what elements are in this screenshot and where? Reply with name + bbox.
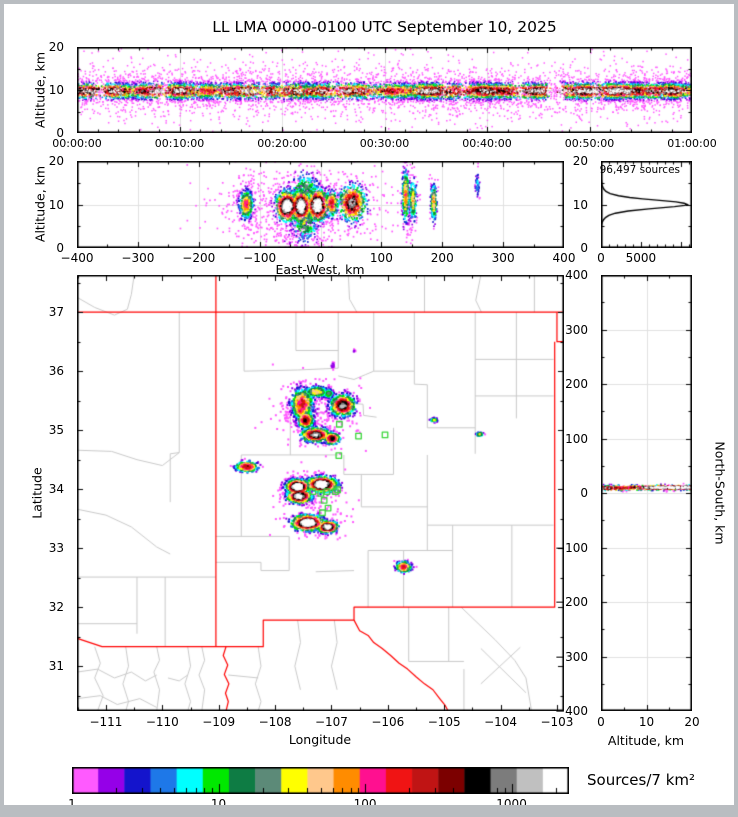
time-y-tick-label: 20 xyxy=(48,40,64,54)
time-altitude-panel xyxy=(77,47,692,133)
map-x-tick-label: −110 xyxy=(145,715,179,729)
ns-y-tick-label: −400 xyxy=(555,704,588,718)
colorbar-tick-label: 10 xyxy=(210,797,227,811)
hist-y-tick-label: 20 xyxy=(572,154,588,168)
ns-x-tick-label: 0 xyxy=(597,715,605,729)
map-y-tick-label: 33 xyxy=(48,541,64,556)
ns-x-axis-label: Altitude, km xyxy=(607,733,685,748)
colorbar-tick-label: 100 xyxy=(353,797,377,811)
hist-x-tick-label: 0 xyxy=(597,251,605,265)
time-y-axis-label: Altitude, km xyxy=(32,51,48,129)
hist-y-tick-label: 0 xyxy=(580,241,588,255)
time-x-tick-label: 00:20:00 xyxy=(257,137,307,150)
ew-x-tick-label: −100 xyxy=(243,251,277,265)
map-y-tick-label: 32 xyxy=(48,600,64,615)
ew-x-axis-label: East-West, km xyxy=(275,262,365,277)
map-x-tick-label: −105 xyxy=(427,715,461,729)
time-x-tick-label: 00:00:00 xyxy=(52,137,102,150)
colorbar-tick-label: 1000 xyxy=(496,797,527,811)
ew-y-axis-label: Altitude, km xyxy=(32,165,48,243)
map-x-tick-label: −109 xyxy=(202,715,236,729)
time-x-tick-label: 01:00:00 xyxy=(667,137,717,150)
ew-x-tick-label: 200 xyxy=(430,251,454,265)
map-y-tick-label: 37 xyxy=(48,305,64,320)
ns-x-tick-label: 20 xyxy=(684,715,700,729)
map-y-axis-label: Latitude xyxy=(29,467,45,519)
map-y-tick-label: 31 xyxy=(48,659,64,674)
ns-x-tick-label: 10 xyxy=(638,715,655,729)
ns-y-tick-label: 300 xyxy=(565,322,588,337)
ns-y-tick-label: 100 xyxy=(565,431,588,446)
colorbar xyxy=(72,767,569,794)
east-west-altitude-panel xyxy=(77,161,564,248)
plan-view-map-panel xyxy=(77,275,564,711)
north-south-altitude-panel xyxy=(601,275,692,711)
time-x-tick-label: 00:40:00 xyxy=(462,137,512,150)
altitude-histogram-panel xyxy=(601,161,692,248)
map-x-tick-label: −107 xyxy=(314,715,348,729)
source-count-annotation: 96,497 sources xyxy=(599,164,680,176)
map-x-axis-label: Longitude xyxy=(288,732,352,747)
ew-x-tick-label: 100 xyxy=(369,251,393,265)
ns-y-tick-label: 0 xyxy=(580,486,588,500)
ns-y-tick-label: −100 xyxy=(555,540,588,555)
map-x-tick-label: −104 xyxy=(484,715,518,729)
page-title: LL LMA 0000-0100 UTC September 10, 2025 xyxy=(212,18,557,36)
ew-x-tick-label: 400 xyxy=(552,251,576,265)
hist-y-tick-label: 10 xyxy=(572,197,588,212)
map-x-tick-label: −103 xyxy=(540,715,574,729)
time-x-tick-label: 00:10:00 xyxy=(154,137,205,150)
map-y-tick-label: 36 xyxy=(48,364,64,379)
ew-x-tick-label: 300 xyxy=(491,251,515,265)
ns-y-tick-label: 200 xyxy=(565,377,588,391)
time-x-tick-label: 00:50:00 xyxy=(564,137,615,150)
ew-y-tick-label: 20 xyxy=(48,154,64,168)
colorbar-label: Sources/7 km² xyxy=(587,771,696,789)
ew-x-tick-label: −200 xyxy=(182,251,216,265)
ns-y-tick-label: 400 xyxy=(565,268,588,282)
ns-y-axis-label: North-South, km xyxy=(712,441,728,545)
hist-x-tick-label: 5000 xyxy=(625,251,657,265)
ns-y-tick-label: −200 xyxy=(555,595,588,609)
map-y-tick-label: 35 xyxy=(48,423,64,438)
map-x-tick-label: −108 xyxy=(258,715,292,729)
ew-x-tick-label: −400 xyxy=(60,251,94,265)
time-x-tick-label: 00:30:00 xyxy=(359,137,410,150)
time-y-tick-label: 0 xyxy=(56,126,64,140)
ns-y-tick-label: −300 xyxy=(555,649,588,664)
ew-x-tick-label: −300 xyxy=(121,251,155,265)
map-y-tick-label: 34 xyxy=(48,482,64,497)
ew-y-tick-label: 0 xyxy=(56,241,64,255)
colorbar-tick-label: 1 xyxy=(68,797,76,811)
map-x-tick-label: −111 xyxy=(89,715,123,729)
ew-x-tick-label: 0 xyxy=(316,251,325,265)
time-y-tick-label: 10 xyxy=(48,83,64,97)
map-x-tick-label: −106 xyxy=(371,715,405,729)
ew-y-tick-label: 10 xyxy=(48,197,64,212)
